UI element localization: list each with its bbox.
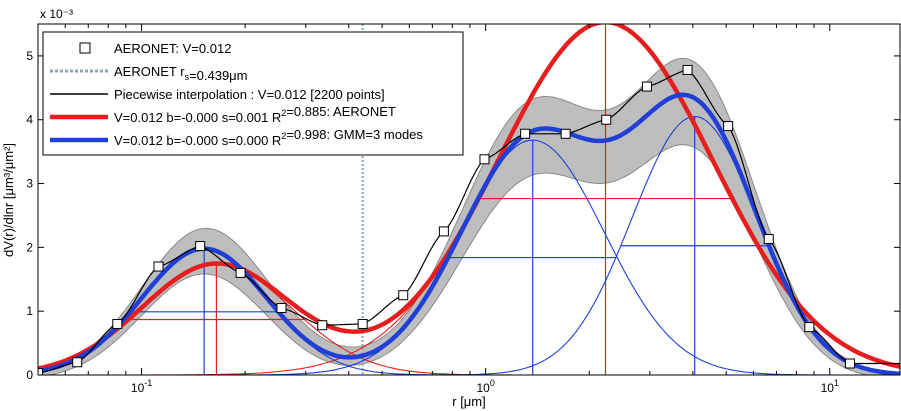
aeronet-point (763, 234, 774, 245)
aeronet-point (560, 128, 571, 139)
aeronet-point (844, 358, 855, 369)
aeronet-point (72, 357, 83, 368)
aeronet-point (398, 290, 409, 301)
aeronet-point (601, 114, 612, 125)
aeronet-point (235, 267, 246, 278)
x-axis-label: r [μm] (452, 394, 485, 409)
y-multiplier: x 10⁻³ (40, 7, 73, 21)
x-tick-label: 100 (476, 378, 494, 395)
aeronet-point (723, 121, 734, 132)
aeronet-point (153, 261, 164, 272)
interpolation-line (38, 69, 900, 374)
aeronet-point (479, 154, 490, 165)
legend-box (42, 31, 464, 156)
aeronet-point (276, 302, 287, 313)
legend-label-aeronet_rs: AERONET rs=0.439μm (114, 64, 248, 83)
y-tick-label: 0 (26, 368, 33, 382)
aeronet-point (357, 318, 368, 329)
aeronet-point (112, 318, 123, 329)
y-axis-label: dV(r)/dlnr [μm³/μm²] (1, 143, 16, 257)
aeronet-point (641, 81, 652, 92)
aeronet-point (195, 241, 206, 252)
gmm-fit-line (38, 92, 900, 375)
legend-label-gmm_fit: V=0.012 b=-0.000 s=0.000 R2=0.998: GMM=3… (114, 127, 423, 148)
legend: AERONET: V=0.012 AERONET rs=0.439μm Piecew… (42, 31, 464, 156)
aeronet-point (438, 226, 449, 237)
x-tick-label: 101 (821, 378, 839, 395)
x-tick-label: 10-1 (131, 378, 152, 395)
legend-label-interpolation: Piecewise interpolation : V=0.012 [2200 … (114, 87, 385, 102)
y-tick-label: 5 (26, 49, 33, 63)
legend-label-aeronet_points: AERONET: V=0.012 (114, 41, 231, 56)
aeronet-point (804, 322, 815, 333)
legend-label-aeronet_fit: V=0.012 b=-0.000 s=0.001 R2=0.885: AERON… (114, 104, 396, 125)
aeronet-point (38, 368, 43, 375)
aeronet-point (520, 128, 531, 139)
legend-symbol-aeronet-points (79, 42, 91, 54)
aeronet-point (317, 320, 328, 331)
y-tick-label: 4 (26, 113, 33, 127)
aeronet-point (682, 64, 693, 75)
y-tick-label: 3 (26, 177, 33, 191)
plot-frame (37, 23, 901, 376)
y-tick-label: 1 (26, 304, 33, 318)
y-tick-label: 2 (26, 240, 33, 254)
